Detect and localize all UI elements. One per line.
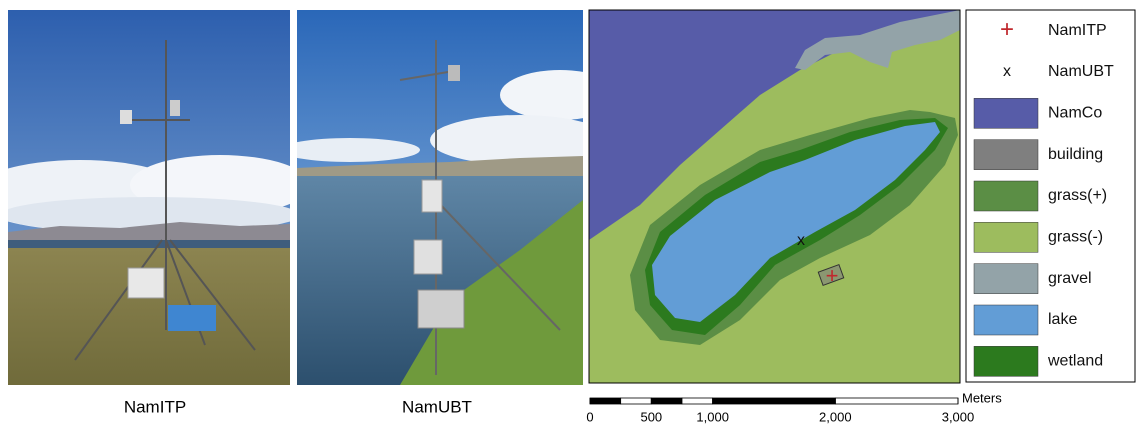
legend-swatch	[973, 180, 1039, 212]
map-marker: x	[797, 232, 805, 249]
legend-swatch	[973, 304, 1039, 336]
photo-caption: NamITP	[124, 397, 186, 416]
gravel-area	[795, 10, 960, 70]
lake-area	[652, 122, 940, 322]
map-marker: +	[826, 263, 839, 288]
legend: + NamITP x NamUBT NamCo building grass(+) grass…	[973, 16, 1114, 377]
photo-caption: NamUBT	[402, 397, 472, 416]
scale-segment	[650, 397, 683, 405]
legend-symbol: +	[1000, 16, 1014, 43]
legend-label: wetland	[1047, 353, 1103, 370]
legend-label: lake	[1048, 311, 1077, 328]
photo-namubt	[297, 10, 583, 385]
scale-label: 0	[586, 409, 593, 424]
scale-segment	[589, 397, 622, 405]
legend-frame	[965, 9, 1136, 383]
scale-label: 3,000	[942, 409, 975, 424]
photo-namitp	[8, 10, 290, 385]
legend-label: gravel	[1048, 270, 1092, 287]
scale-unit: Meters	[962, 390, 1002, 405]
legend-label: NamUBT	[1048, 63, 1114, 80]
map-frame	[588, 9, 961, 384]
scale-label: 1,000	[696, 409, 729, 424]
land-cover-map	[589, 10, 960, 383]
legend-swatch	[973, 346, 1039, 377]
scale-label: 2,000	[819, 409, 852, 424]
legend-swatch	[973, 263, 1039, 294]
legend-label: grass(-)	[1048, 229, 1103, 246]
scale-label: 500	[640, 409, 662, 424]
legend-swatch	[973, 139, 1039, 170]
legend-label: NamITP	[1048, 22, 1107, 39]
legend-label: NamCo	[1048, 105, 1102, 122]
scale-segment	[712, 397, 836, 405]
building-area	[817, 264, 845, 286]
scale-bar: 0 500 1,000 2,000 3,000 Meters	[586, 390, 1002, 424]
legend-label: grass(+)	[1048, 187, 1107, 204]
scale-segment	[834, 397, 959, 405]
legend-swatch	[973, 98, 1039, 129]
legend-swatch	[973, 222, 1039, 253]
legend-symbol: x	[1003, 63, 1011, 80]
scale-segment	[681, 397, 714, 405]
namco-area	[589, 10, 960, 240]
legend-label: building	[1048, 146, 1103, 163]
scale-segment	[620, 397, 652, 405]
